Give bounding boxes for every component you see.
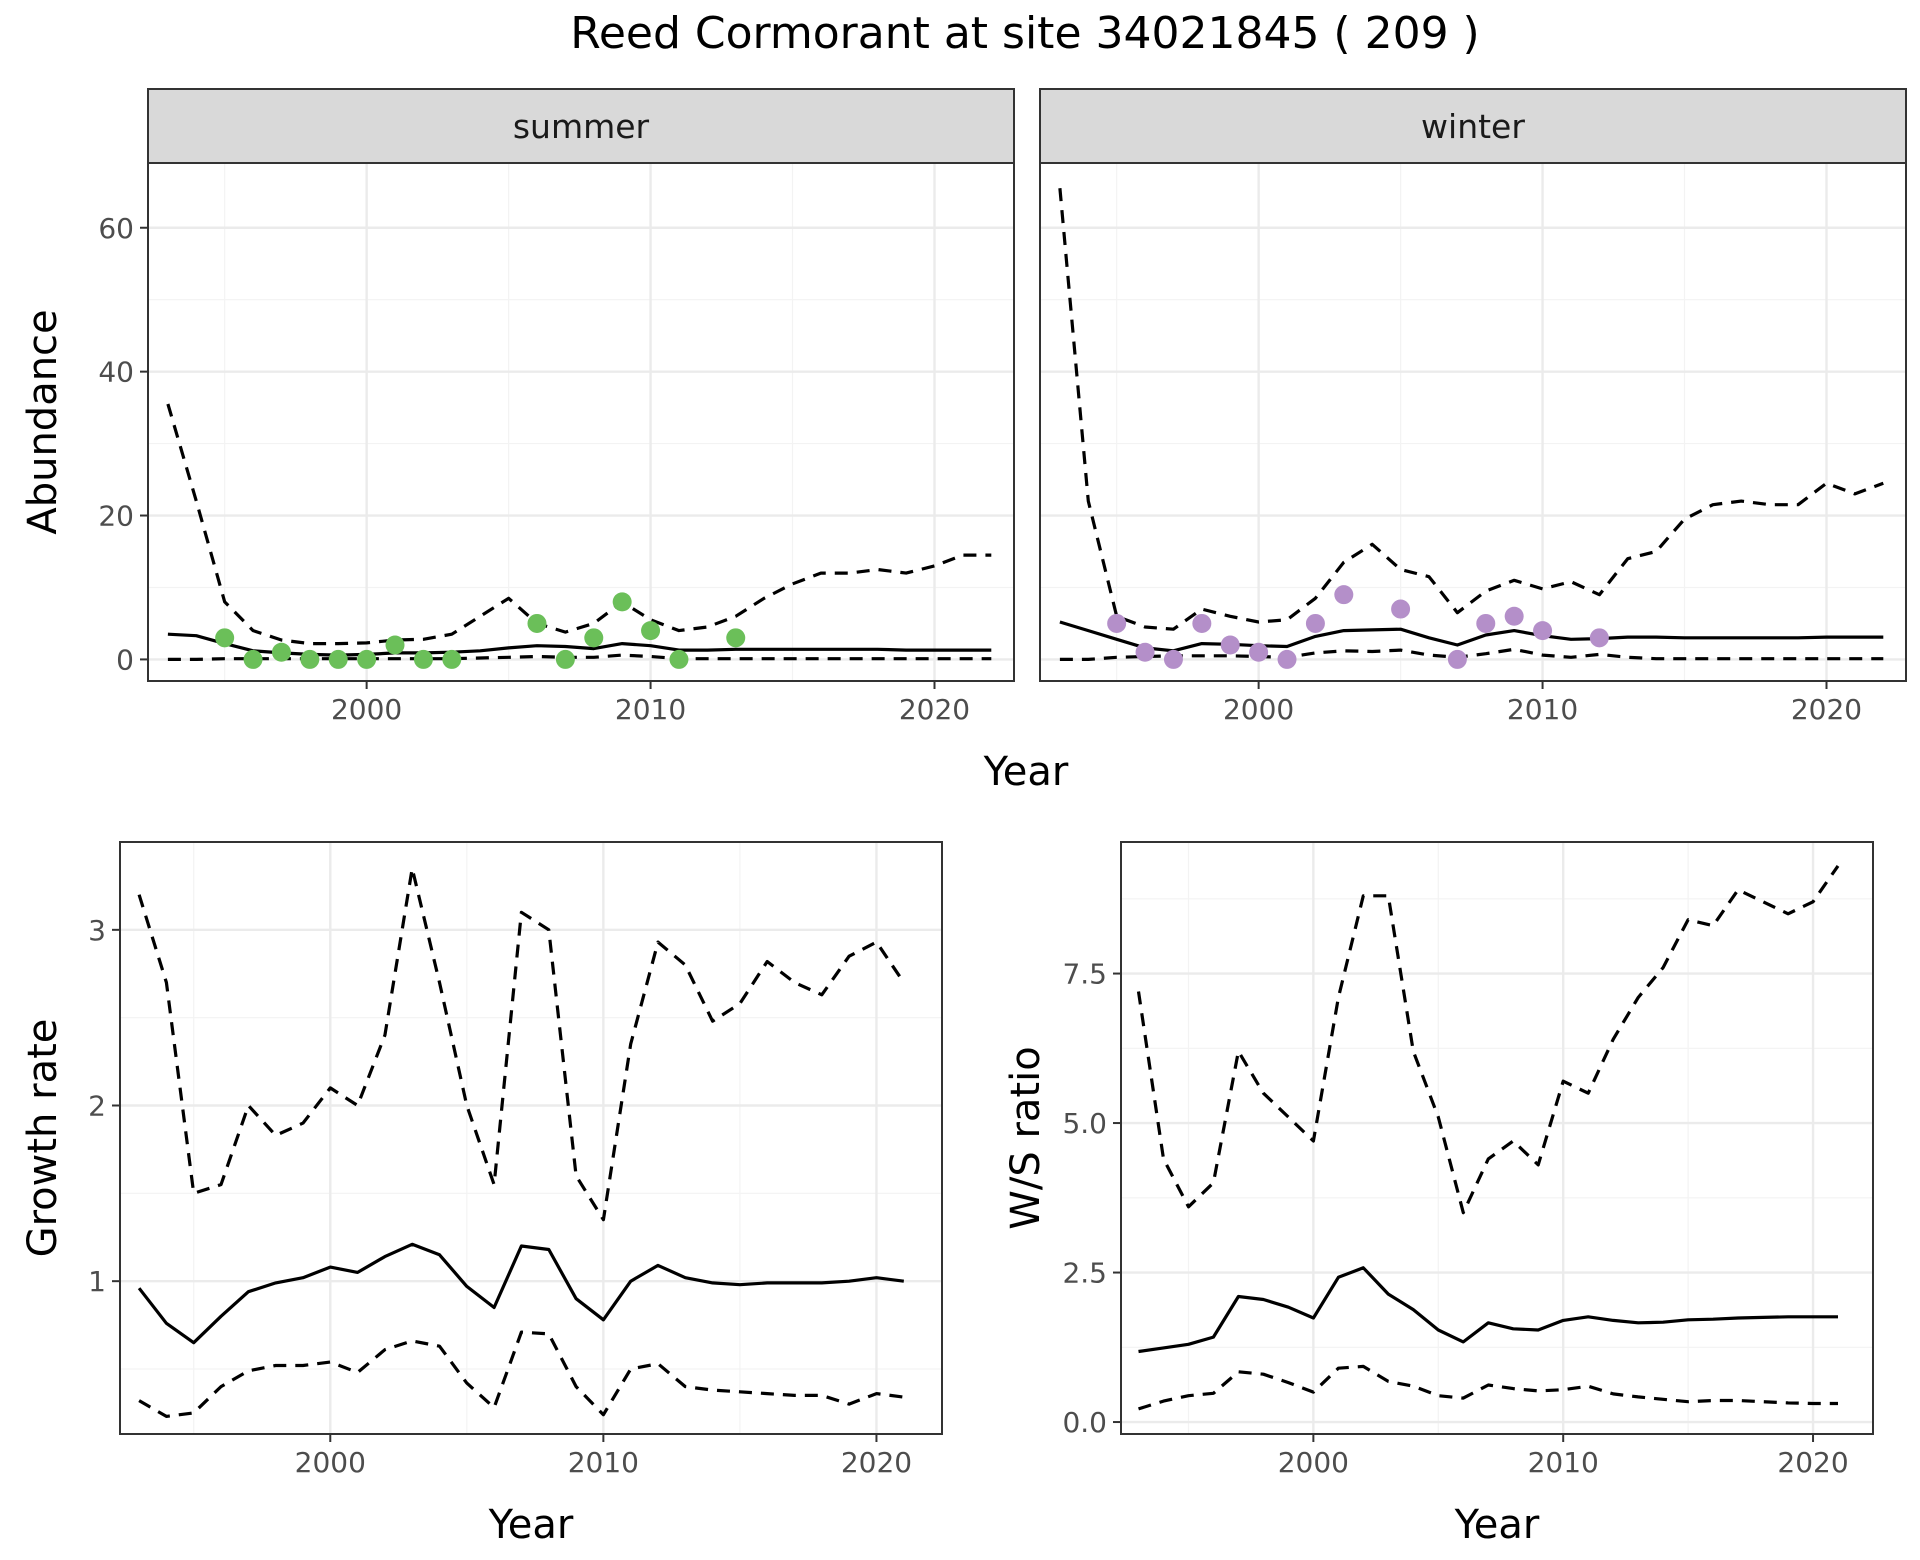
charts-layer: Year summer 2000 2010 2020 0 20 40 60 Abundance wi… xyxy=(20,88,1907,1548)
y-tick-label: 5.0 xyxy=(1062,1107,1107,1140)
count-point xyxy=(1334,585,1354,605)
count-point xyxy=(1476,613,1496,633)
count-point xyxy=(300,649,320,669)
count-point xyxy=(328,649,348,669)
facet-strip-label: winter xyxy=(1421,107,1525,146)
panel-border xyxy=(119,841,943,1435)
y-tick-label: 0.0 xyxy=(1062,1406,1107,1439)
count-point xyxy=(357,649,377,669)
count-point xyxy=(243,649,263,669)
count-point xyxy=(1277,649,1297,669)
count-point xyxy=(215,628,235,648)
panel-background xyxy=(148,163,1014,681)
count-point xyxy=(1107,613,1127,633)
y-tick-label: 2.5 xyxy=(1062,1257,1107,1290)
facet-strip xyxy=(147,88,1015,164)
x-tick-label: 2010 xyxy=(568,1446,639,1479)
count-point xyxy=(413,649,433,669)
panel-background xyxy=(1121,842,1873,1434)
facet-x-axis-label: Year xyxy=(983,749,1069,795)
x-tick-label: 2020 xyxy=(899,693,970,726)
count-point xyxy=(612,592,632,612)
facet-strip-label: summer xyxy=(513,107,650,146)
count-point xyxy=(442,649,462,669)
upper-bound-line xyxy=(1058,188,1884,631)
panel-background xyxy=(1040,163,1906,681)
panel-background xyxy=(120,842,942,1434)
chart-panel-2: winter 2000 2010 2020 xyxy=(1039,88,1907,726)
count-point xyxy=(1589,628,1609,648)
count-point xyxy=(527,613,547,633)
x-tick-label: 2000 xyxy=(1223,693,1294,726)
facet-strip xyxy=(1039,88,1907,164)
y-axis-label: W/S ratio xyxy=(1003,1046,1049,1229)
figure-title: Reed Cormorant at site 34021845 ( 209 ) xyxy=(570,8,1479,59)
y-axis-label: Abundance xyxy=(20,309,66,534)
count-point xyxy=(1305,613,1325,633)
x-tick-label: 2010 xyxy=(615,693,686,726)
count-point xyxy=(1163,649,1183,669)
x-tick-label: 2020 xyxy=(1777,1446,1848,1479)
x-tick-label: 2000 xyxy=(295,1446,366,1479)
x-axis-label: Year xyxy=(1454,1502,1540,1548)
count-point xyxy=(1504,606,1524,626)
estimate-line xyxy=(1059,620,1884,653)
count-point xyxy=(1533,621,1553,641)
y-tick-label: 20 xyxy=(98,500,134,533)
lower-bound-line xyxy=(1138,1364,1838,1411)
count-point xyxy=(641,621,661,641)
upper-bound-line xyxy=(166,403,992,646)
x-tick-label: 2020 xyxy=(841,1446,912,1479)
count-point xyxy=(584,628,604,648)
count-point xyxy=(1391,599,1411,619)
y-tick-label: 7.5 xyxy=(1062,958,1107,991)
estimate-line xyxy=(137,1242,905,1345)
lower-bound-line xyxy=(1059,647,1884,662)
count-point xyxy=(385,635,405,655)
count-point xyxy=(271,642,291,662)
upper-bound-line xyxy=(1136,864,1840,1215)
chart-panel-4: 2000 2010 2020 0.0 2.5 5.0 7.5 Year W/S ratio xyxy=(1003,841,1874,1548)
y-tick-label: 2 xyxy=(88,1090,106,1123)
y-tick-label: 1 xyxy=(88,1265,106,1298)
lower-bound-line xyxy=(138,1330,905,1419)
y-axis-label: Growth rate xyxy=(20,1019,66,1258)
x-tick-label: 2000 xyxy=(1278,1446,1349,1479)
y-tick-label: 3 xyxy=(88,914,106,947)
panel-border xyxy=(1120,841,1874,1435)
count-point xyxy=(726,628,746,648)
upper-bound-line xyxy=(137,866,906,1222)
y-tick-label: 40 xyxy=(98,356,134,389)
x-axis-label: Year xyxy=(488,1502,574,1548)
count-point xyxy=(1220,635,1240,655)
x-tick-label: 2020 xyxy=(1791,693,1862,726)
x-tick-label: 2010 xyxy=(1528,1446,1599,1479)
x-tick-label: 2000 xyxy=(331,693,402,726)
count-point xyxy=(1135,642,1155,662)
y-tick-label: 0 xyxy=(116,643,134,676)
x-tick-label: 2010 xyxy=(1507,693,1578,726)
count-point xyxy=(1447,649,1467,669)
y-tick-label: 60 xyxy=(98,212,134,245)
count-point xyxy=(555,649,575,669)
chart-panel-1: summer 2000 2010 2020 0 20 40 60 Abundance xyxy=(20,88,1015,726)
chart-panel-3: 2000 2010 2020 1 2 3 Year Growth rate xyxy=(20,841,943,1548)
count-point xyxy=(1249,642,1269,662)
count-point xyxy=(1192,613,1212,633)
estimate-line xyxy=(1138,1266,1838,1354)
count-point xyxy=(669,649,689,669)
